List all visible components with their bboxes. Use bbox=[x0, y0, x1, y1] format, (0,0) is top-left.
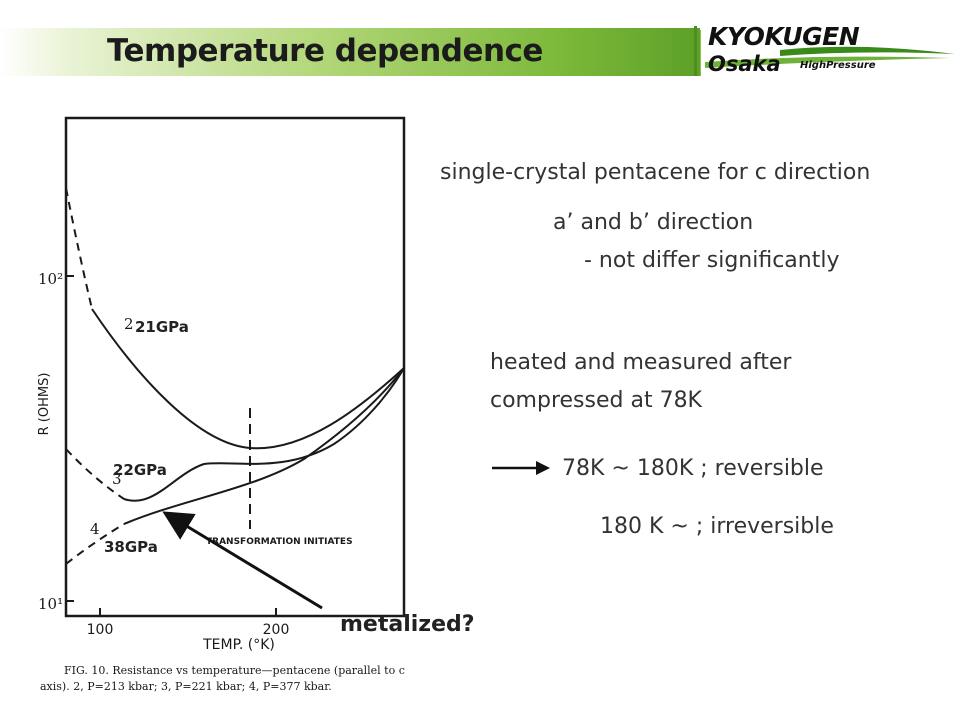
y-axis-label: R (OHMS) bbox=[37, 373, 52, 436]
pressure-label-38: 38GPa bbox=[104, 538, 158, 556]
y-tick-label-top: 10² bbox=[38, 270, 63, 288]
note-line-5: compressed at 78K bbox=[490, 388, 702, 413]
curve-2 bbox=[91, 308, 405, 450]
x-tick-label-200: 200 bbox=[263, 622, 290, 638]
figure-caption-line1: FIG. 10. Resistance vs temperature—penta… bbox=[64, 664, 405, 677]
logo-highpressure: HighPressure bbox=[800, 60, 876, 71]
x-tick-label-100: 100 bbox=[87, 622, 114, 638]
transformation-annotation: TRANSFORMATION INITIATES bbox=[206, 537, 353, 547]
title-divider bbox=[694, 26, 697, 76]
note-line-2: a’ and b’ direction bbox=[553, 210, 754, 235]
note-line-3: - not differ significantly bbox=[584, 248, 840, 273]
curve-label-4: 4 bbox=[90, 520, 100, 538]
y-tick-label-bottom: 10¹ bbox=[38, 595, 63, 613]
pressure-label-22: 22GPa bbox=[113, 461, 167, 479]
curve-label-2: 2 bbox=[124, 315, 134, 333]
curve-4 bbox=[123, 367, 405, 525]
plot-frame bbox=[64, 116, 406, 618]
curve-3 bbox=[123, 367, 405, 502]
note-line-6: 78K ~ 180K ; reversible bbox=[562, 456, 824, 481]
note-line-1: single-crystal pentacene for c direction bbox=[440, 160, 871, 185]
logo-osaka: Osaka bbox=[708, 52, 781, 76]
right-arrow-icon bbox=[492, 461, 550, 475]
curve-3-dashed bbox=[65, 448, 125, 500]
resistance-temperature-plot: 2 3 4 10² 10¹ R (OHMS) 100 200 TEMP. (°K… bbox=[37, 116, 406, 693]
title-band bbox=[0, 28, 700, 76]
note-line-7: 180 K ~ ; irreversible bbox=[600, 514, 834, 539]
slide-title: Temperature dependence bbox=[107, 33, 543, 69]
figure-caption-line2: axis). 2, P=213 kbar; 3, P=221 kbar; 4, … bbox=[40, 680, 332, 693]
pressure-label-21: 21GPa bbox=[135, 318, 189, 336]
metalized-arrow bbox=[162, 511, 323, 610]
title-divider-thin bbox=[700, 30, 701, 76]
curve-label-3: 3 bbox=[112, 470, 122, 488]
metalized-label: metalized? bbox=[340, 612, 475, 637]
logo-kyokugen: KYOKUGEN bbox=[708, 22, 860, 51]
logo-swoosh bbox=[705, 46, 955, 68]
curve-4-dashed bbox=[65, 523, 125, 565]
note-line-4: heated and measured after bbox=[490, 350, 792, 375]
curve-2-dashed bbox=[65, 187, 93, 310]
x-axis-label: TEMP. (°K) bbox=[202, 637, 275, 653]
